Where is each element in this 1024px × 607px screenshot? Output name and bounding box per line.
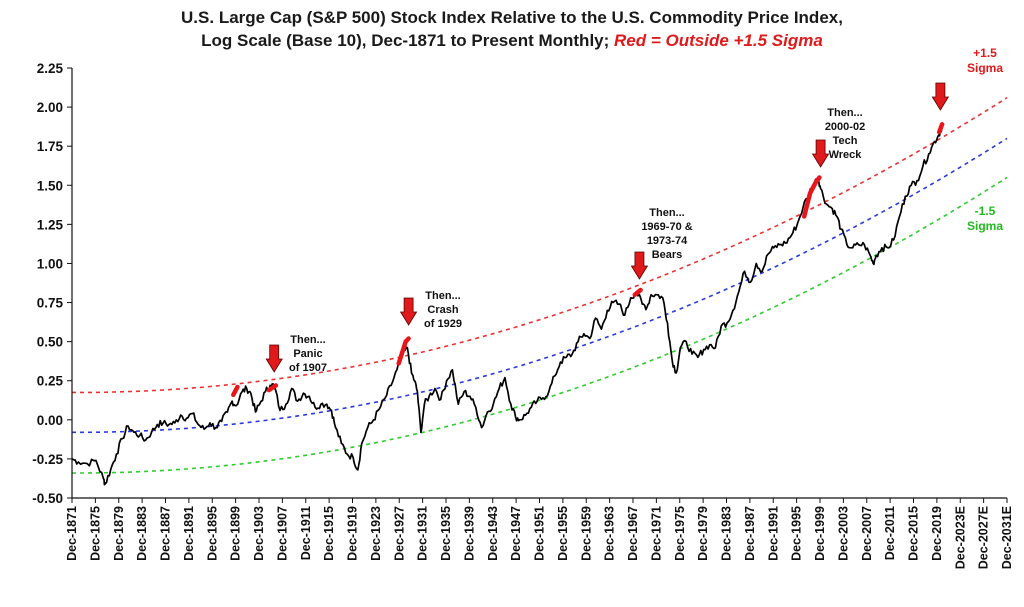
x-tick-label: Dec-1963	[603, 506, 617, 561]
x-tick-label: Dec-1883	[135, 506, 149, 561]
annotation-text: Then...	[649, 207, 684, 219]
x-tick-label: Dec-1999	[813, 506, 827, 561]
x-tick-label: Dec-1959	[579, 506, 593, 561]
series-line	[71, 125, 943, 486]
x-tick-label: Dec-2031E	[1000, 506, 1014, 569]
x-tick-label: Dec-1983	[720, 506, 734, 561]
trend-line	[72, 137, 1008, 434]
y-tick-label: 2.00	[37, 100, 63, 115]
y-tick-label: -0.50	[32, 491, 63, 506]
x-tick-label: Dec-1955	[556, 506, 570, 561]
x-tick-label: Dec-1903	[252, 506, 266, 561]
title-line-2: Log Scale (Base 10), Dec-1871 to Present…	[0, 29, 1024, 52]
x-tick-label: Dec-2015	[907, 506, 921, 561]
y-tick-label: 2.25	[37, 61, 64, 76]
x-tick-label: Dec-2003	[836, 506, 850, 561]
y-tick-label: 0.50	[37, 335, 63, 350]
x-tick-label: Dec-1919	[346, 506, 360, 561]
y-tick-label: 1.50	[37, 178, 63, 193]
annotation-text: Then...	[425, 290, 460, 302]
x-tick-label: Dec-2023E	[953, 506, 967, 569]
upper-sigma-band	[71, 97, 1008, 394]
axes	[67, 67, 1008, 503]
x-tick-label: Dec-1939	[462, 506, 476, 561]
x-tick-label: Dec-1891	[182, 506, 196, 561]
x-tick-label: Dec-1979	[696, 506, 710, 561]
x-tick-label: Dec-2027E	[977, 506, 991, 569]
annotation-text: 1969-70 &	[641, 221, 692, 233]
x-tick-label: Dec-1879	[112, 506, 126, 561]
series	[71, 125, 943, 486]
annotation-text: of 1929	[424, 318, 462, 330]
tick-labels: 2.25 2.00 1.75 1.50 1.25 1.00 0.75 0.50 0.25 0.00…	[32, 61, 1014, 569]
title-line-1: U.S. Large Cap (S&P 500) Stock Index Rel…	[181, 8, 843, 27]
y-tick-label: 1.75	[37, 139, 64, 154]
x-tick-label: Dec-1887	[159, 506, 173, 561]
band-label: Sigma	[967, 219, 1003, 233]
annotation-text: of 1907	[289, 362, 327, 374]
x-tick-label: Dec-1995	[790, 506, 804, 561]
y-tick-label: 0.25	[37, 374, 64, 389]
annotation-text: 1973-74	[647, 235, 688, 247]
highlight-segment	[396, 336, 411, 366]
x-tick-label: Dec-1975	[673, 506, 687, 561]
x-tick-label: Dec-1951	[533, 506, 547, 561]
band-label: -1.5	[975, 204, 996, 218]
red-arrow-icon	[811, 139, 830, 168]
x-tick-label: Dec-1987	[743, 506, 757, 561]
title-line-2-black: Log Scale (Base 10), Dec-1871 to Present…	[201, 31, 610, 50]
highlight-segment	[266, 383, 279, 393]
x-tick-label: Dec-1911	[299, 506, 313, 560]
lower-sigma-band	[72, 176, 1008, 474]
red-arrow-icon	[931, 82, 950, 111]
x-tick-label: Dec-1967	[626, 506, 640, 561]
x-tick-label: Dec-1915	[322, 506, 336, 561]
x-tick-label: Dec-1931	[416, 506, 430, 561]
x-tick-label: Dec-1871	[65, 506, 79, 561]
x-tick-label: Dec-1907	[275, 506, 289, 561]
x-tick-label: Dec-2007	[860, 506, 874, 561]
x-tick-label: Dec-1935	[439, 506, 453, 561]
red-arrow-icon	[630, 251, 649, 280]
x-tick-label: Dec-1991	[766, 506, 780, 561]
annotation-text: Then...	[827, 107, 862, 119]
x-tick-label: Dec-2011	[883, 506, 897, 560]
sigma-bands	[71, 97, 1008, 474]
red-arrow-icon	[265, 344, 283, 373]
x-tick-label: Dec-1927	[392, 506, 406, 561]
annotation-text: Bears	[652, 249, 683, 261]
band-label: +1.5	[973, 46, 997, 60]
annotation-text: 2000-02	[825, 121, 865, 133]
chart-title: U.S. Large Cap (S&P 500) Stock Index Rel…	[0, 6, 1024, 52]
y-tick-label: 0.00	[37, 413, 63, 428]
highlight-segment	[936, 122, 945, 135]
x-tick-label: Dec-1943	[486, 506, 500, 561]
annotation-text: Panic	[293, 348, 322, 360]
annotation-text: Tech	[833, 135, 858, 147]
x-tick-label: Dec-1947	[509, 506, 523, 561]
red-arrow-icon	[399, 297, 418, 326]
band-label: Sigma	[967, 61, 1003, 75]
highlight-segment	[231, 384, 240, 398]
annotations: Then... Panic of 1907 Then... Crash of 1929 Th…	[265, 46, 1003, 374]
annotation-text: Crash	[427, 304, 458, 316]
x-tick-label: Dec-1899	[229, 506, 243, 561]
title-line-2-red: Red = Outside +1.5 Sigma	[614, 31, 823, 50]
annotation-text: Wreck	[829, 149, 863, 161]
y-tick-label: 1.00	[37, 256, 63, 271]
x-tick-label: Dec-1971	[649, 506, 663, 561]
y-tick-label: -0.25	[32, 452, 63, 467]
x-tick-label: Dec-1895	[205, 506, 219, 561]
y-tick-label: 0.75	[37, 296, 64, 311]
x-tick-label: Dec-1923	[369, 506, 383, 561]
y-tick-label: 1.25	[37, 217, 64, 232]
x-tick-label: Dec-1875	[88, 506, 102, 561]
highlight-segments	[231, 122, 945, 398]
highlight-segment	[632, 287, 643, 297]
annotation-text: Then...	[290, 334, 325, 346]
x-tick-label: Dec-2019	[930, 506, 944, 561]
highlight-segment	[801, 175, 822, 219]
